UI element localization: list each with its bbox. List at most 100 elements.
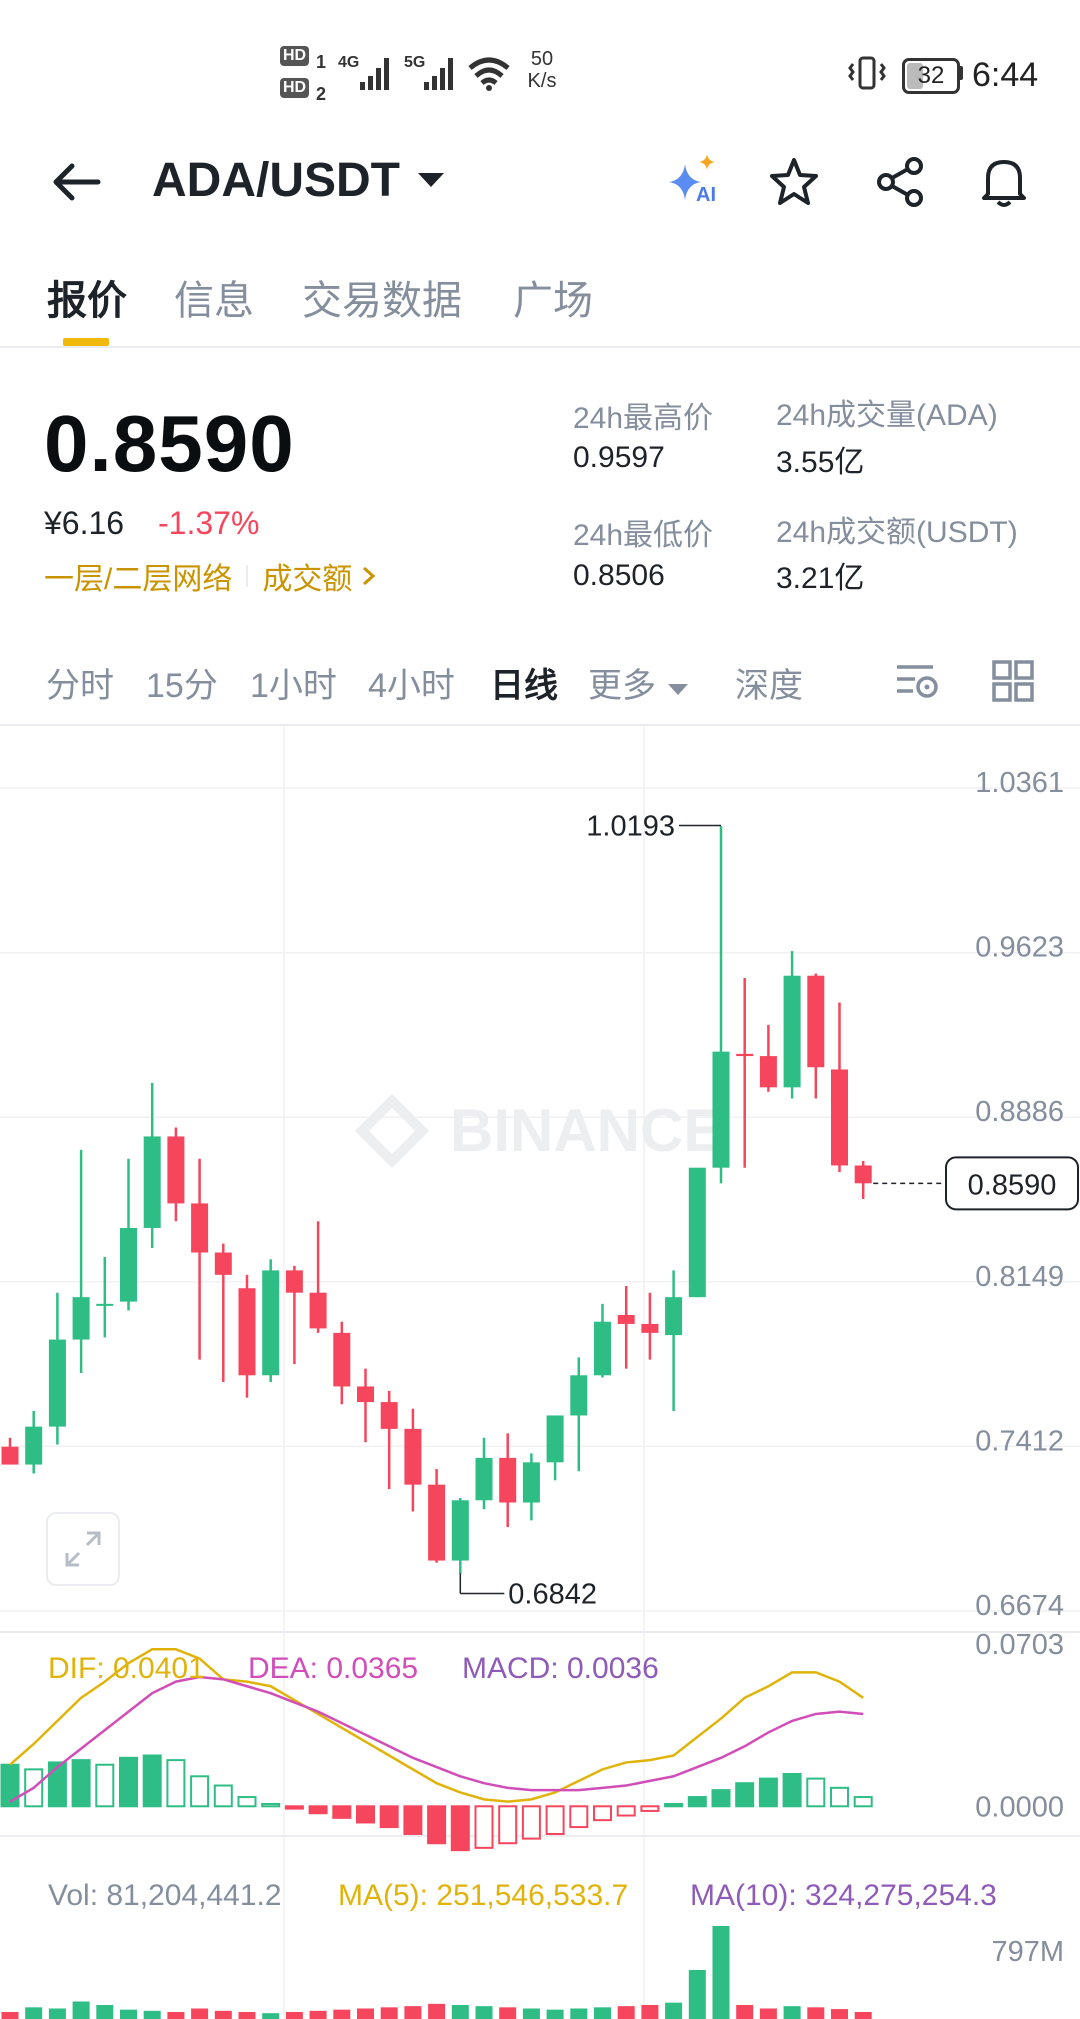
volume-bar xyxy=(167,2011,185,2019)
network-type-2: 5G xyxy=(404,54,426,71)
candle-body xyxy=(712,1051,730,1168)
volume-bar xyxy=(641,2004,659,2019)
volume-bar xyxy=(238,2011,256,2019)
macd-histogram-bar xyxy=(474,1805,494,1849)
high-label: 24h最高价 xyxy=(573,402,714,435)
ai-button[interactable]: AI xyxy=(662,150,724,214)
bell-icon xyxy=(982,160,1026,207)
high-value: 0.9597 xyxy=(573,441,665,474)
macd-histogram-bar xyxy=(332,1805,352,1819)
candle-body xyxy=(688,1167,706,1298)
candle-body xyxy=(72,1297,90,1340)
macd-dif-label: DIF: 0.0401 xyxy=(48,1652,205,1685)
macd-histogram-bar xyxy=(261,1802,281,1808)
macd-histogram-bar xyxy=(664,1802,684,1808)
volume-bar xyxy=(143,2010,161,2019)
interval-4[interactable]: 日线 xyxy=(490,658,558,707)
candle-body xyxy=(357,1386,374,1403)
macd-histogram-bar xyxy=(593,1805,612,1822)
macd-dif-line xyxy=(9,1648,864,1803)
candle-body xyxy=(1,1446,19,1465)
volume-bar xyxy=(546,2009,564,2019)
volume-bar xyxy=(736,2004,754,2019)
interval-3[interactable]: 4小时 xyxy=(368,658,455,707)
network-link[interactable]: 一层/二层网络 xyxy=(44,563,233,596)
vibrate-icon xyxy=(848,56,886,90)
candle-body xyxy=(25,1426,43,1465)
tab-0[interactable]: 报价 xyxy=(47,279,127,323)
interval-2[interactable]: 1小时 xyxy=(250,658,337,707)
interval-6[interactable]: 深度 xyxy=(735,658,803,707)
low-marker-label: 0.6842 xyxy=(508,1578,597,1610)
signal-icon-1 xyxy=(360,58,389,90)
candle-body xyxy=(617,1315,635,1324)
volume-bar xyxy=(48,2008,66,2019)
volume-bar xyxy=(357,2008,374,2019)
interval-divider xyxy=(0,724,1080,726)
price-change: -1.37% xyxy=(158,505,260,541)
status-bar: HD 1 HD 2 4G 5G 50 K/s 32 6:44 xyxy=(0,0,1080,150)
candle-body xyxy=(333,1332,351,1387)
tab-2[interactable]: 交易数据 xyxy=(302,279,462,323)
price-axis-label: 0.9623 xyxy=(975,932,1064,964)
pair-selector[interactable]: ADA/USDT xyxy=(152,148,446,212)
more-caret-icon xyxy=(668,684,688,695)
macd-histogram-bar xyxy=(237,1796,257,1808)
ai-sparkle-icon xyxy=(669,154,715,200)
network-speed: 50 K/s xyxy=(524,48,560,92)
low-value: 0.8506 xyxy=(573,559,665,592)
volume-bar xyxy=(594,2007,611,2019)
candle-body xyxy=(451,1500,469,1561)
turnover-link[interactable]: 成交额 xyxy=(262,563,353,596)
price-axis-label: 0.6674 xyxy=(975,1590,1064,1622)
interval-label: 4小时 xyxy=(368,667,455,705)
macd-axis-label: 0.0000 xyxy=(975,1791,1064,1823)
macd-histogram-bar xyxy=(853,1796,873,1808)
pair-title: ADA/USDT xyxy=(152,153,400,207)
macd-histogram-bar xyxy=(569,1805,589,1829)
alert-button[interactable] xyxy=(972,150,1036,214)
candle-body xyxy=(191,1203,209,1253)
macd-histogram-bar xyxy=(640,1805,660,1812)
price-axis-label: 0.7412 xyxy=(975,1425,1064,1457)
interval-1[interactable]: 15分 xyxy=(146,658,218,707)
tag-links: 一层/二层网络 成交额 xyxy=(44,554,378,598)
tab-3[interactable]: 广场 xyxy=(513,279,593,323)
candle-body xyxy=(214,1252,232,1275)
candle-body xyxy=(665,1297,683,1336)
current-price-tag xyxy=(945,1156,1079,1211)
candle-body xyxy=(807,975,825,1068)
sim1-badge: HD xyxy=(280,46,310,66)
sim2-badge: HD xyxy=(280,78,310,98)
amount-label: 24h成交额(USDT) xyxy=(776,516,1018,549)
share-button[interactable] xyxy=(868,150,932,214)
star-icon xyxy=(770,158,818,205)
tab-1[interactable]: 信息 xyxy=(174,279,254,323)
volume-bar xyxy=(712,1926,730,2019)
macd-histogram-bar xyxy=(166,1759,186,1808)
volume-indicator-label: Vol: 81,204,441.2 xyxy=(48,1879,282,1912)
binance-logo-icon xyxy=(354,1093,430,1169)
volume-bar xyxy=(688,1969,706,2019)
layout-button[interactable] xyxy=(984,652,1042,710)
interval-5[interactable]: 更多 xyxy=(588,658,690,707)
macd-histogram-bar xyxy=(356,1805,375,1824)
macd-histogram-bar xyxy=(498,1805,518,1845)
macd-histogram-bar xyxy=(806,1777,826,1808)
volume-bar xyxy=(617,2006,635,2019)
indicator-settings-button[interactable] xyxy=(888,652,946,710)
volume-label: 24h成交量(ADA) xyxy=(776,399,998,432)
battery-level: 32 xyxy=(917,62,945,89)
kline-chart[interactable]: BINANCE 1.0361 0.9623 0.8886 0.8149 0.7412 0.6… xyxy=(0,726,1080,2019)
volume-bar xyxy=(25,2007,43,2019)
candle-body xyxy=(238,1288,256,1376)
fullscreen-button[interactable] xyxy=(46,1512,120,1586)
back-button[interactable] xyxy=(44,150,108,214)
interval-0[interactable]: 分时 xyxy=(46,658,114,707)
last-price: 0.8590 xyxy=(44,399,295,488)
candle-body xyxy=(96,1303,114,1306)
favorite-button[interactable] xyxy=(762,150,826,214)
macd-histogram-bar xyxy=(782,1772,802,1808)
candle-body xyxy=(262,1270,280,1376)
macd-histogram-bar xyxy=(403,1805,423,1836)
